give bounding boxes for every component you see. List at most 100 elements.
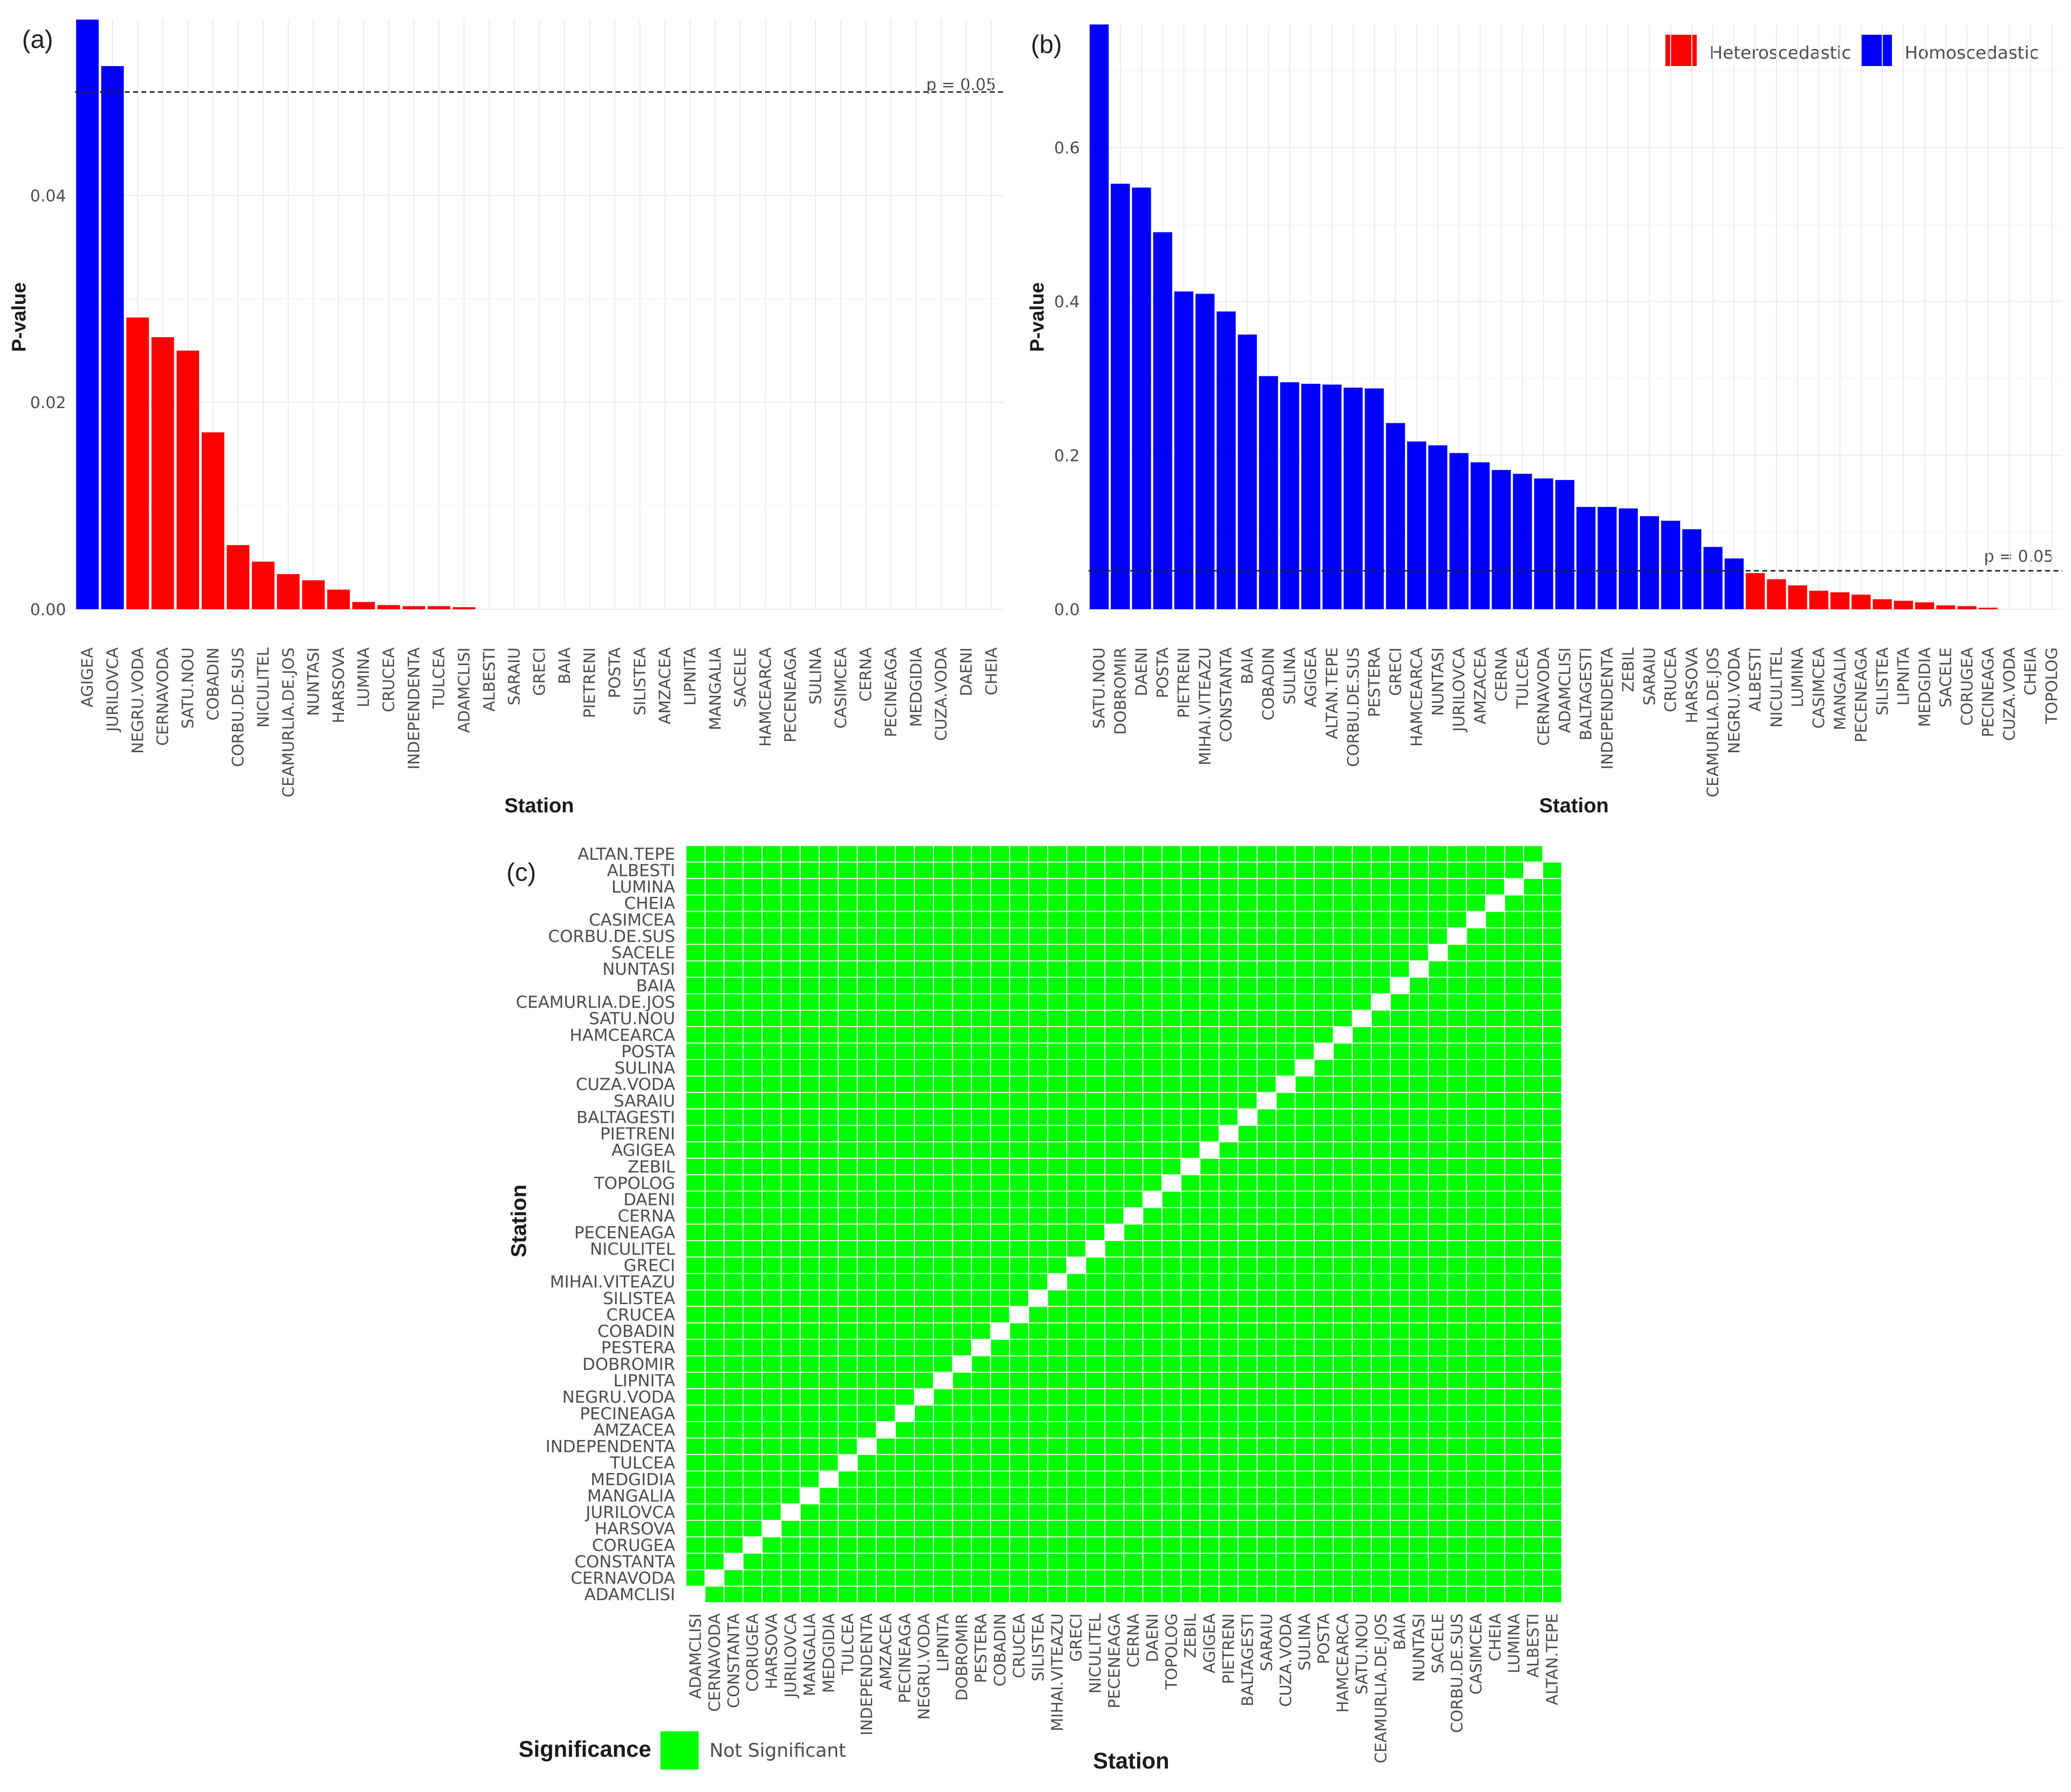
heatmap-cell xyxy=(991,994,1009,1010)
heatmap-cell xyxy=(1219,978,1238,993)
heatmap-cell xyxy=(1505,944,1524,961)
heatmap-cell xyxy=(724,1339,743,1355)
y-tick-label: BALTAGESTI xyxy=(576,1108,675,1127)
heatmap-cell xyxy=(991,1373,1009,1388)
heatmap-cell xyxy=(819,1520,838,1537)
heatmap-cell xyxy=(1143,1373,1161,1388)
x-tick-label: BAIA xyxy=(1238,647,1256,684)
heatmap-cell xyxy=(1276,1471,1295,1487)
heatmap-cell xyxy=(1467,1586,1485,1602)
heatmap-cell xyxy=(953,1438,971,1454)
heatmap-cell xyxy=(1105,1093,1123,1109)
heatmap-cell xyxy=(1410,846,1428,862)
heatmap-cell xyxy=(914,1405,933,1422)
heatmap-cell xyxy=(1029,1175,1047,1191)
heatmap-cell xyxy=(762,1027,781,1043)
heatmap-cell xyxy=(1486,1455,1504,1470)
heatmap-cell xyxy=(1429,1586,1447,1602)
heatmap-cell xyxy=(1524,1373,1543,1388)
heatmap-cell xyxy=(953,1224,971,1241)
heatmap-cell xyxy=(1086,928,1105,944)
heatmap-cell xyxy=(1486,1093,1504,1109)
heatmap-cell xyxy=(1257,879,1276,895)
heatmap-cell xyxy=(1143,1586,1161,1602)
heatmap-cell xyxy=(1105,1307,1123,1323)
heatmap-cell xyxy=(800,862,819,878)
heatmap-cell xyxy=(1524,1274,1543,1290)
y-tick-label: ALBESTI xyxy=(607,861,675,880)
heatmap-cell xyxy=(839,1422,857,1438)
heatmap-cell xyxy=(933,1192,952,1207)
heatmap-cell xyxy=(1143,978,1161,993)
heatmap-cell xyxy=(1238,1011,1257,1026)
heatmap-cell xyxy=(1048,1257,1067,1273)
heatmap-cell xyxy=(933,1422,952,1438)
heatmap-cell xyxy=(1276,1307,1295,1323)
heatmap-cell xyxy=(896,1093,914,1109)
heatmap-cell xyxy=(1124,961,1142,977)
heatmap-cell xyxy=(1315,1011,1333,1026)
heatmap-cell xyxy=(1219,1093,1238,1109)
heatmap-cell xyxy=(1505,1405,1524,1422)
heatmap-cell xyxy=(896,1257,914,1273)
heatmap-cell xyxy=(1467,1520,1485,1537)
heatmap-cell xyxy=(1105,1339,1123,1355)
heatmap-cell xyxy=(1010,1422,1028,1438)
heatmap-diagonal-cell xyxy=(724,1554,743,1569)
heatmap-cell xyxy=(933,944,952,961)
heatmap-cell xyxy=(1334,1224,1352,1241)
heatmap-cell xyxy=(1143,1307,1161,1323)
heatmap-cell xyxy=(1467,961,1485,977)
bar xyxy=(1936,605,1956,609)
heatmap-cell xyxy=(933,1554,952,1569)
heatmap-cell xyxy=(781,1224,800,1241)
heatmap-cell xyxy=(896,1537,914,1553)
heatmap-cell xyxy=(1181,1109,1200,1125)
heatmap-cell xyxy=(1162,879,1181,895)
heatmap-cell xyxy=(1429,1257,1447,1273)
heatmap-cell xyxy=(839,1060,857,1076)
heatmap-cell xyxy=(1124,1027,1142,1043)
heatmap-cell xyxy=(781,1405,800,1422)
heatmap-cell xyxy=(1410,1257,1428,1273)
x-tick-label: CHEIA xyxy=(2021,647,2040,695)
heatmap-cell xyxy=(896,1241,914,1257)
heatmap-cell xyxy=(686,978,705,993)
heatmap-cell xyxy=(1505,1422,1524,1438)
heatmap-cell xyxy=(1048,1471,1067,1487)
heatmap-cell xyxy=(743,912,762,928)
heatmap-cell xyxy=(1486,1274,1504,1290)
heatmap-cell xyxy=(1296,1438,1314,1454)
bar xyxy=(1830,592,1850,609)
heatmap-cell xyxy=(877,1389,895,1405)
heatmap-cell xyxy=(1276,1323,1295,1339)
heatmap-diagonal-cell xyxy=(1143,1192,1161,1207)
bar xyxy=(1365,388,1384,609)
heatmap-cell xyxy=(914,994,933,1010)
heatmap-cell xyxy=(1200,1471,1219,1487)
bar xyxy=(1703,547,1723,609)
heatmap-cell xyxy=(1315,1208,1333,1224)
heatmap-diagonal-cell xyxy=(1257,1093,1276,1109)
heatmap-cell xyxy=(991,1471,1009,1487)
heatmap-cell xyxy=(1467,1060,1485,1076)
y-tick-label: CERNAVODA xyxy=(570,1569,675,1588)
heatmap-cell xyxy=(762,928,781,944)
heatmap-cell xyxy=(1010,1389,1028,1405)
heatmap-cell xyxy=(1162,1060,1181,1076)
heatmap-cell xyxy=(1010,1339,1028,1355)
heatmap-cell xyxy=(933,1307,952,1323)
heatmap-cell xyxy=(762,1339,781,1355)
heatmap-cell xyxy=(1334,1488,1352,1504)
heatmap-cell xyxy=(1086,1554,1105,1569)
heatmap-cell xyxy=(781,1027,800,1043)
heatmap-cell xyxy=(991,1060,1009,1076)
x-tick-label: DOBROMIR xyxy=(1111,647,1130,735)
heatmap-cell xyxy=(877,1471,895,1487)
heatmap-cell xyxy=(724,846,743,862)
heatmap-cell xyxy=(1067,944,1086,961)
heatmap-cell xyxy=(1429,1043,1447,1059)
heatmap-cell xyxy=(724,1570,743,1586)
heatmap-cell xyxy=(933,912,952,928)
heatmap-cell xyxy=(1390,1142,1409,1158)
